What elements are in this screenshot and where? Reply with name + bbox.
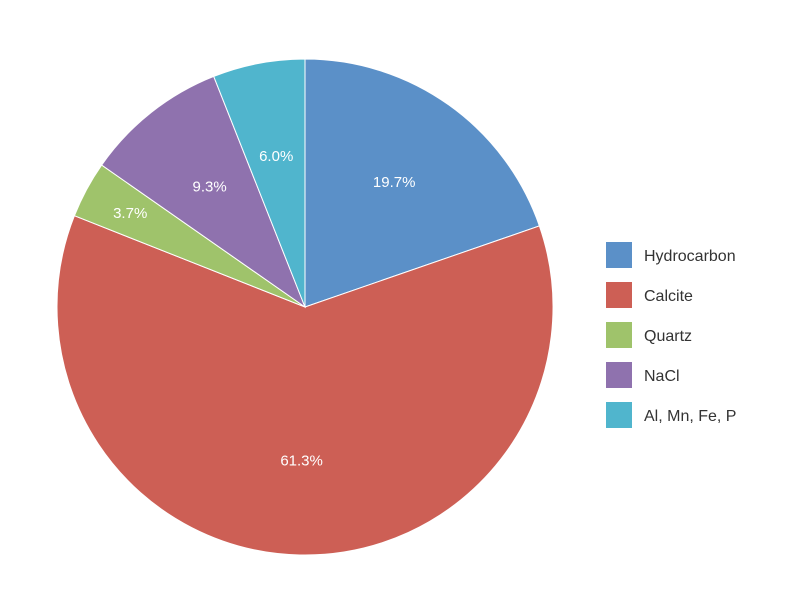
pie-slice-hydrocarbon: [304, 58, 541, 308]
legend-item: Quartz: [606, 322, 692, 348]
data-label: 3.7%: [113, 205, 147, 222]
pie-slice-nacl: [100, 75, 307, 309]
legend-item: Al, Mn, Fe, P: [606, 402, 736, 428]
legend-swatch: [606, 322, 632, 348]
legend-item: NaCl: [606, 362, 680, 388]
pie-slices: [56, 58, 554, 556]
legend-swatch: [606, 402, 632, 428]
legend: Hydrocarbon Calcite Quartz NaCl Al, Mn, Fe, …: [606, 242, 736, 428]
pie-slice-calcite: [56, 215, 554, 556]
data-label: 61.3%: [280, 453, 323, 470]
legend-label: Quartz: [644, 328, 692, 345]
legend-item: Hydrocarbon: [606, 242, 736, 268]
legend-label: NaCl: [644, 368, 680, 385]
legend-swatch: [606, 242, 632, 268]
data-label: 6.0%: [259, 148, 293, 165]
data-label: 19.7%: [373, 174, 416, 191]
pie-data-labels: 19.7% 61.3% 3.7% 9.3% 6.0%: [113, 148, 415, 470]
legend-item: Calcite: [606, 282, 693, 308]
legend-swatch: [606, 362, 632, 388]
data-label: 9.3%: [192, 178, 226, 195]
legend-label: Hydrocarbon: [644, 248, 736, 265]
legend-label: Al, Mn, Fe, P: [644, 408, 736, 425]
legend-swatch: [606, 282, 632, 308]
pie-slice-al-mn-fe-p: [213, 58, 306, 308]
legend-label: Calcite: [644, 288, 693, 305]
